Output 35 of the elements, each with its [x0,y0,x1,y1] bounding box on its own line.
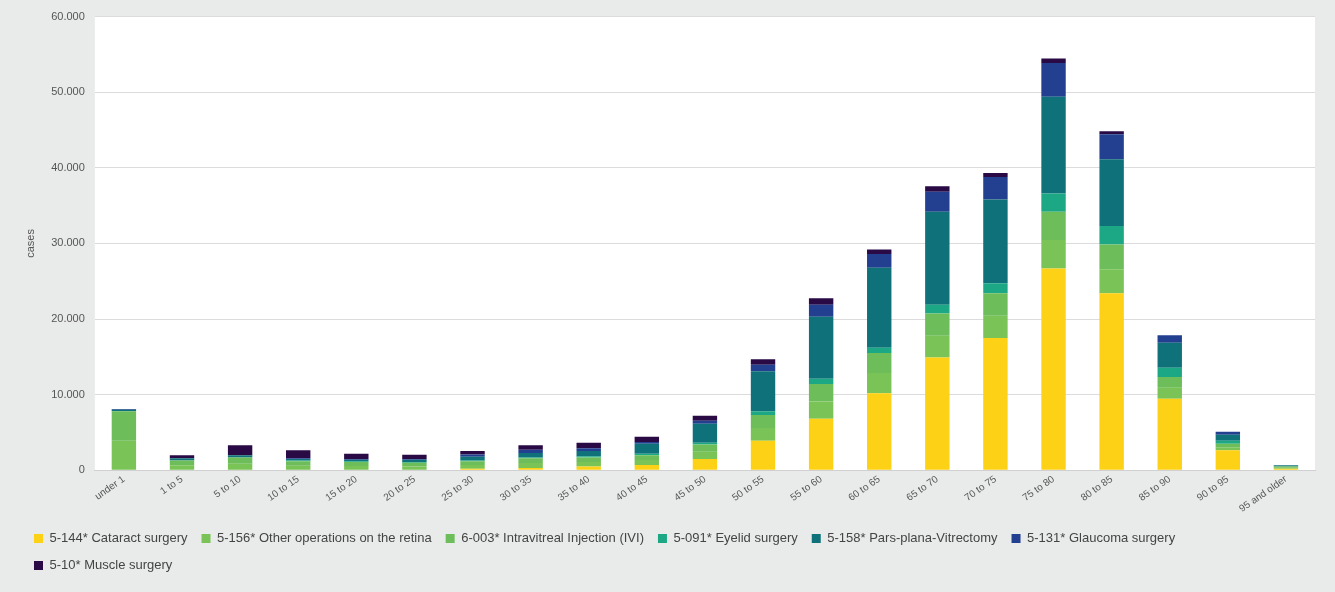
x-tick-label: 1 to 5 [157,472,186,497]
x-tick-label: 60 to 65 [846,472,883,503]
x-tick-label: 65 to 70 [904,472,941,503]
x-tick-label: 50 to 55 [729,472,767,503]
x-tick-label: 75 to 80 [1020,472,1057,503]
legend-label: 5-158* Pars-plana-Vitrectomy [827,530,999,546]
x-tick-label: 10 to 15 [265,472,302,503]
x-tick-label: 85 to 90 [1136,472,1173,503]
legend-label: 5-131* Glaucoma surgery [1027,530,1176,546]
y-axis-title: cases [23,228,36,258]
legend-label: 6-003* Intravitreal Injection (IVI) [461,530,644,546]
x-tick-label: 45 to 50 [671,472,709,503]
x-tick-label: 20 to 25 [381,472,418,503]
x-tick-label: 90 to 95 [1194,472,1231,503]
legend-label: 5-144* Cataract surgery [49,530,189,546]
x-tick-label: 30 to 35 [497,472,534,503]
y-tick-label: 40.000 [51,160,85,173]
x-tick-label: 55 to 60 [787,472,825,503]
y-tick-label: 10.000 [51,387,85,400]
y-tick-label: 30.000 [51,236,85,249]
x-tick-label: 80 to 85 [1078,472,1115,503]
x-tick-label: 70 to 75 [962,472,999,503]
y-tick-label: 20.000 [51,312,85,325]
legend-label: 5-156* Other operations on the retina [217,530,433,546]
x-tick-label: 95 and older [1236,472,1290,514]
legend-label: 5-10* Muscle surgery [49,557,173,573]
legend-label: 5-091* Eyelid surgery [673,530,799,546]
y-tick-label: 0 [78,463,85,476]
x-tick-label: 15 to 20 [323,472,360,503]
x-tick-label: 25 to 30 [439,472,476,503]
y-tick-label: 50.000 [51,85,85,98]
y-tick-label: 60.000 [51,9,85,22]
x-tick-label: 35 to 40 [555,472,592,503]
x-tick-label: 5 to 10 [211,472,244,500]
x-tick-label: 40 to 45 [613,472,650,503]
